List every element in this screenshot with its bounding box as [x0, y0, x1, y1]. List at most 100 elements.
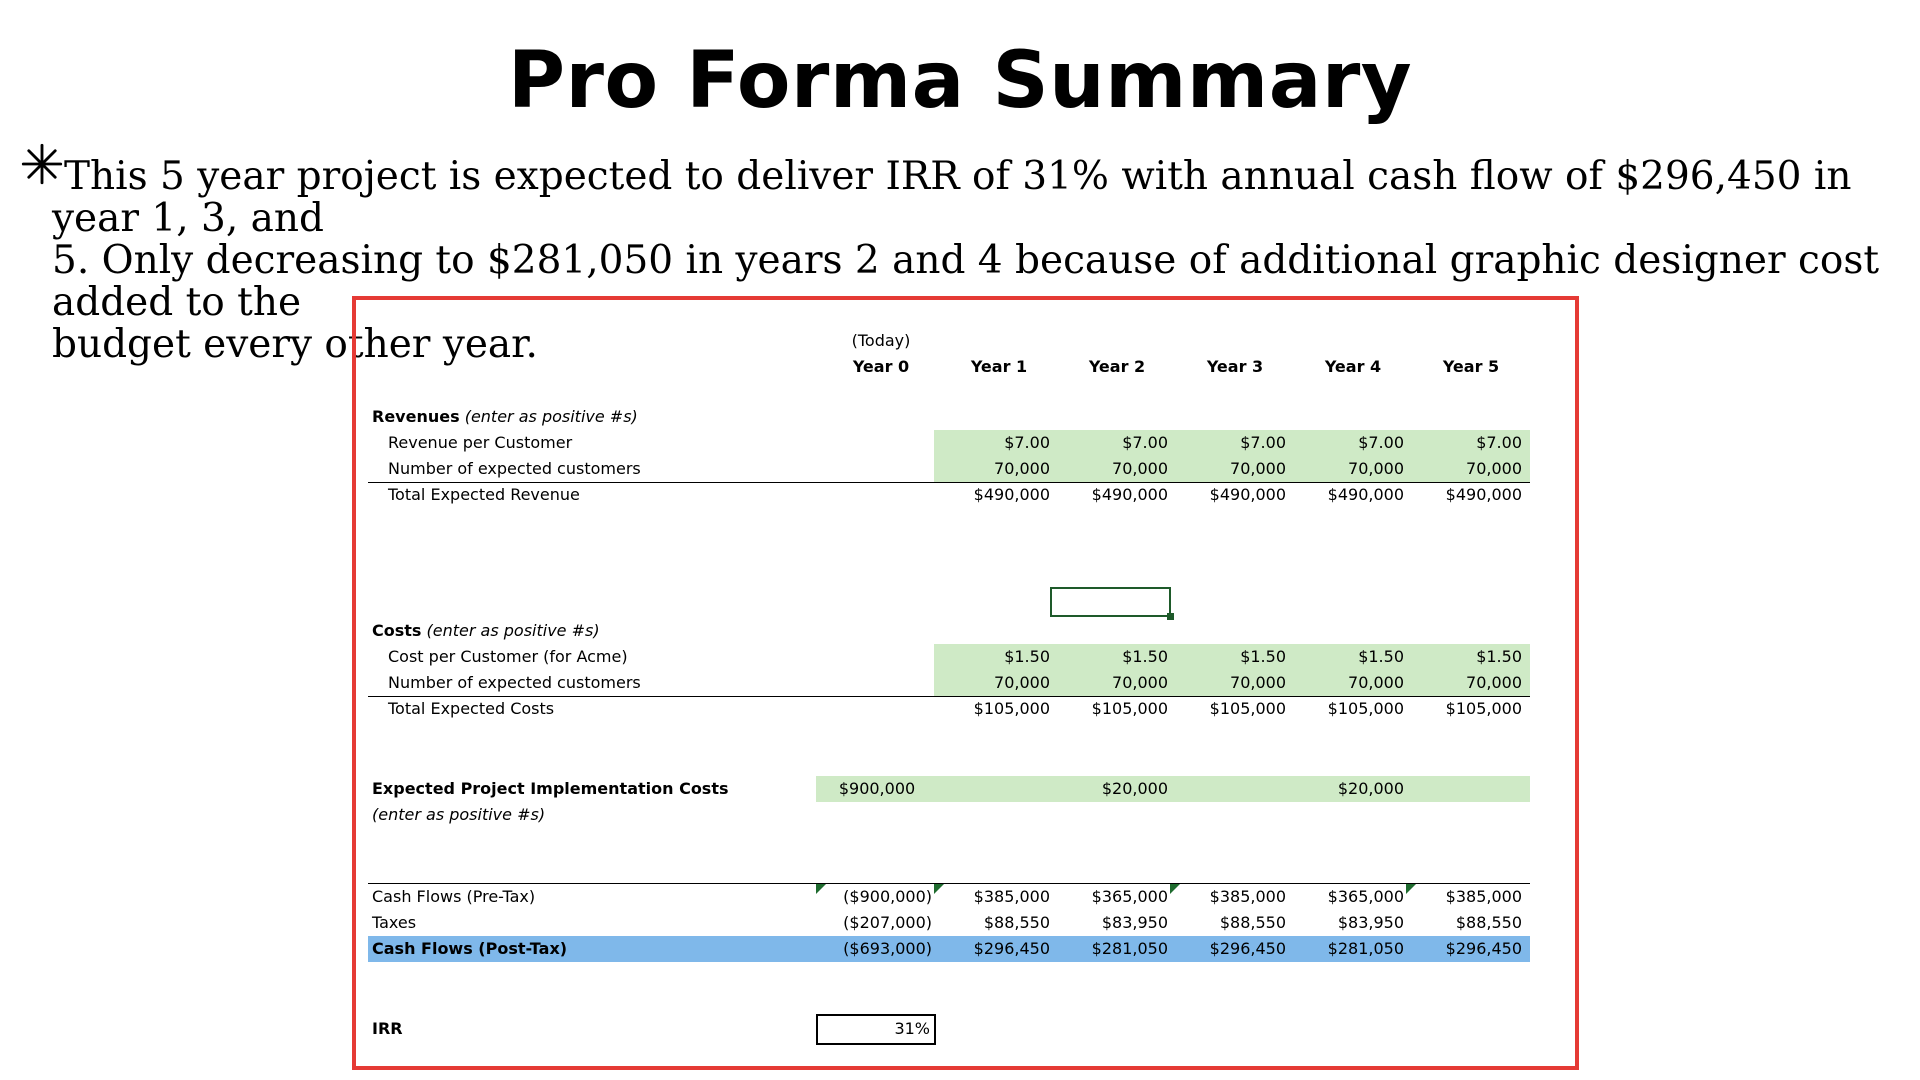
revenues-total-rule: [368, 482, 1530, 483]
cost-customers-label: Number of expected customers: [388, 673, 641, 692]
cost-per-customer-y5[interactable]: $1.50: [1476, 647, 1522, 666]
header-year-0: Year 0: [852, 357, 910, 376]
total-costs-label: Total Expected Costs: [388, 699, 555, 718]
taxes-y0[interactable]: ($207,000): [843, 913, 932, 932]
revenue-customers-y1[interactable]: 70,000: [994, 459, 1050, 478]
active-cell-selection[interactable]: [1050, 587, 1174, 620]
revenue-per-customer-y3[interactable]: $7.00: [1240, 433, 1286, 452]
posttax-y2[interactable]: $281,050: [1091, 939, 1168, 958]
spreadsheet-frame: (Today) Year 0 Year 1 Year 2 Year 3 Year…: [352, 296, 1579, 1070]
implementation-input-fill: [816, 776, 1530, 802]
irr-value-cell[interactable]: 31%: [816, 1014, 936, 1045]
revenue-row-label: Revenue per Customer: [388, 433, 573, 452]
summary-line-2: 5. Only decreasing to $281,050 in years …: [52, 238, 1880, 325]
implementation-y1[interactable]: [940, 776, 1058, 802]
total-revenue-y1[interactable]: $490,000: [973, 485, 1050, 504]
revenue-per-customer-y1[interactable]: $7.00: [1004, 433, 1050, 452]
taxes-y5[interactable]: $88,550: [1455, 913, 1522, 932]
header-year-2: Year 2: [1088, 357, 1146, 376]
revenues-section-heading: Revenues (enter as positive #s): [372, 404, 638, 430]
revenue-customers-y3[interactable]: 70,000: [1230, 459, 1286, 478]
cashflow-top-rule: [368, 883, 1530, 884]
implementation-y0[interactable]: $900,000: [838, 779, 916, 798]
cost-per-customer-y3[interactable]: $1.50: [1240, 647, 1286, 666]
costs-total-rule: [368, 696, 1530, 697]
pretax-y5[interactable]: $385,000: [1445, 887, 1522, 906]
revenue-customers-y2[interactable]: 70,000: [1112, 459, 1168, 478]
revenue-customers-y4[interactable]: 70,000: [1348, 459, 1404, 478]
pretax-y2[interactable]: $365,000: [1091, 887, 1168, 906]
today-label: (Today): [851, 331, 911, 350]
revenue-per-customer-y2[interactable]: $7.00: [1122, 433, 1168, 452]
cost-per-customer-y2[interactable]: $1.50: [1122, 647, 1168, 666]
total-costs-y2[interactable]: $105,000: [1091, 699, 1168, 718]
cost-per-customer-label: Cost per Customer (for Acme): [388, 647, 628, 666]
total-costs-y5[interactable]: $105,000: [1445, 699, 1522, 718]
posttax-y4[interactable]: $281,050: [1327, 939, 1404, 958]
summary-line-3: budget every other year.: [52, 322, 538, 367]
asterisk-bullet-icon: [20, 142, 64, 186]
costs-input-fill: [934, 644, 1530, 696]
taxes-y4[interactable]: $83,950: [1337, 913, 1404, 932]
cost-customers-y5[interactable]: 70,000: [1466, 673, 1522, 692]
cost-customers-y1[interactable]: 70,000: [994, 673, 1050, 692]
cost-customers-y3[interactable]: 70,000: [1230, 673, 1286, 692]
taxes-y1[interactable]: $88,550: [983, 913, 1050, 932]
implementation-y3[interactable]: [1176, 776, 1294, 802]
header-year-1: Year 1: [970, 357, 1028, 376]
total-costs-y3[interactable]: $105,000: [1209, 699, 1286, 718]
total-costs-y1[interactable]: $105,000: [973, 699, 1050, 718]
total-revenue-y4[interactable]: $490,000: [1327, 485, 1404, 504]
header-year-4: Year 4: [1324, 357, 1382, 376]
total-revenue-y5[interactable]: $490,000: [1445, 485, 1522, 504]
cell-indicator-icon: [1406, 884, 1416, 894]
taxes-y2[interactable]: $83,950: [1101, 913, 1168, 932]
taxes-y3[interactable]: $88,550: [1219, 913, 1286, 932]
implementation-y4[interactable]: $20,000: [1337, 779, 1404, 798]
implementation-y2[interactable]: $20,000: [1101, 779, 1168, 798]
pretax-y0[interactable]: ($900,000): [843, 887, 932, 906]
costs-section-label: Costs: [372, 621, 422, 640]
costs-section-heading: Costs (enter as positive #s): [372, 618, 600, 644]
pretax-label: Cash Flows (Pre-Tax): [372, 887, 536, 906]
revenue-customers-y5[interactable]: 70,000: [1466, 459, 1522, 478]
implementation-y5[interactable]: [1412, 776, 1530, 802]
posttax-y5[interactable]: $296,450: [1445, 939, 1522, 958]
page-title: Pro Forma Summary: [507, 36, 1413, 126]
total-revenue-y2[interactable]: $490,000: [1091, 485, 1168, 504]
summary-line-1: This 5 year project is expected to deliv…: [52, 154, 1852, 241]
posttax-row-highlight: [368, 936, 1530, 962]
revenue-per-customer-y4[interactable]: $7.00: [1358, 433, 1404, 452]
taxes-label: Taxes: [372, 913, 417, 932]
posttax-y0[interactable]: ($693,000): [843, 939, 932, 958]
total-revenue-y3[interactable]: $490,000: [1209, 485, 1286, 504]
cost-customers-y2[interactable]: 70,000: [1112, 673, 1168, 692]
posttax-label: Cash Flows (Post-Tax): [372, 939, 568, 958]
pretax-y4[interactable]: $365,000: [1327, 887, 1404, 906]
costs-section-note: (enter as positive #s): [426, 621, 600, 640]
cell-indicator-icon: [934, 884, 944, 894]
revenues-section-note: (enter as positive #s): [464, 407, 638, 426]
posttax-y3[interactable]: $296,450: [1209, 939, 1286, 958]
cost-customers-y4[interactable]: 70,000: [1348, 673, 1404, 692]
revenue-customers-label: Number of expected customers: [388, 459, 641, 478]
posttax-y1[interactable]: $296,450: [973, 939, 1050, 958]
header-year-5: Year 5: [1442, 357, 1500, 376]
pretax-y1[interactable]: $385,000: [973, 887, 1050, 906]
cost-per-customer-y1[interactable]: $1.50: [1004, 647, 1050, 666]
revenues-section-label: Revenues: [372, 407, 460, 426]
implementation-note: (enter as positive #s): [372, 805, 546, 824]
revenue-per-customer-y5[interactable]: $7.00: [1476, 433, 1522, 452]
revenues-input-fill: [934, 430, 1530, 482]
fill-handle[interactable]: [1167, 613, 1174, 620]
implementation-label: Expected Project Implementation Costs: [372, 779, 729, 798]
cell-indicator-icon: [1170, 884, 1180, 894]
total-costs-y4[interactable]: $105,000: [1327, 699, 1404, 718]
pretax-y3[interactable]: $385,000: [1209, 887, 1286, 906]
summary-paragraph: This 5 year project is expected to deliv…: [52, 156, 1897, 366]
cost-per-customer-y4[interactable]: $1.50: [1358, 647, 1404, 666]
cell-indicator-icon: [816, 884, 826, 894]
irr-label: IRR: [372, 1019, 403, 1038]
total-revenue-label: Total Expected Revenue: [388, 485, 580, 504]
pro-forma-sheet: (Today) Year 0 Year 1 Year 2 Year 3 Year…: [356, 300, 1575, 1066]
